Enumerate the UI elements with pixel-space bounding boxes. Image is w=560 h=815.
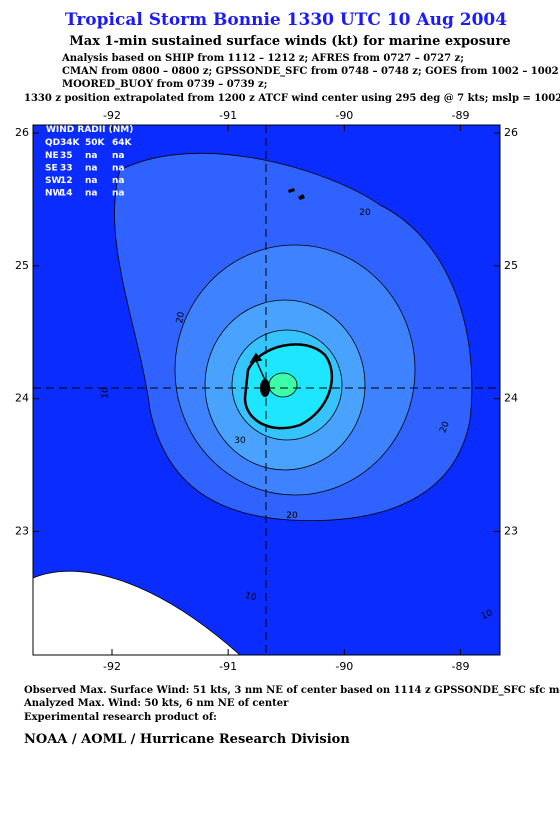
contour-label: 10 bbox=[101, 387, 111, 399]
radii-cell: SE bbox=[45, 164, 58, 174]
x-tick-label: -89 bbox=[452, 660, 470, 673]
radii-cell: 35 bbox=[60, 151, 73, 161]
x-tick-label: -90 bbox=[335, 660, 353, 673]
footer-analyzed: Analyzed Max. Wind: 50 kts, 6 nm NE of c… bbox=[23, 698, 289, 709]
wind-radii-table: WIND RADII (NM) QD 34K 50K 64K NE 35 na na SE 33 na… bbox=[45, 125, 133, 199]
radii-header: 34K bbox=[60, 138, 81, 148]
y-tick-label: 24 bbox=[504, 392, 518, 405]
analysis-line: MOORED_BUOY from 0739 – 0739 z; bbox=[62, 79, 267, 90]
subtitle: Max 1-min sustained surface winds (kt) f… bbox=[69, 34, 510, 49]
contour bbox=[268, 372, 298, 398]
x-tick-label: -91 bbox=[219, 660, 237, 673]
radii-cell: 14 bbox=[60, 189, 73, 199]
obs-marker bbox=[288, 188, 305, 200]
contour-label: 20 bbox=[438, 420, 451, 434]
radii-cell: na bbox=[112, 164, 124, 174]
analysis-line: Analysis based on SHIP from 1112 – 1212 … bbox=[61, 53, 464, 64]
analysis-line: CMAN from 0800 – 0800 z; GPSSONDE_SFC fr… bbox=[62, 66, 560, 77]
title: Tropical Storm Bonnie 1330 UTC 10 Aug 20… bbox=[65, 10, 507, 30]
center bbox=[260, 379, 270, 397]
radii-cell: NW bbox=[45, 189, 63, 199]
radii-cell: na bbox=[112, 189, 124, 199]
land bbox=[33, 570, 241, 655]
radii-header: 64K bbox=[112, 138, 133, 148]
x-tick-label: -92 bbox=[103, 660, 121, 673]
contour-label: 20 bbox=[359, 208, 371, 218]
y-tick-label: 24 bbox=[15, 392, 29, 405]
footer-organization: NOAA / AOML / Hurricane Research Divisio… bbox=[24, 732, 350, 747]
radii-cell: na bbox=[112, 151, 124, 161]
footer-product: Experimental research product of: bbox=[24, 712, 217, 723]
radii-cell: 33 bbox=[60, 164, 73, 174]
radii-header: 50K bbox=[85, 138, 106, 148]
radii-cell: na bbox=[85, 164, 97, 174]
wind-field: 20 20 10 30 20 20 10 10 bbox=[33, 125, 500, 655]
radii-title: WIND RADII (NM) bbox=[46, 125, 133, 135]
y-tick-label: 26 bbox=[504, 126, 518, 139]
x-tick-label: -89 bbox=[452, 109, 470, 122]
contour-label: 10 bbox=[244, 591, 258, 604]
y-tick-label: 23 bbox=[504, 524, 518, 537]
position-note: 1330 z position extrapolated from 1200 z… bbox=[24, 93, 560, 104]
motion-arrow bbox=[249, 352, 266, 381]
radii-cell: 12 bbox=[60, 176, 73, 186]
x-tick-label: -91 bbox=[219, 109, 237, 122]
x-tick-label: -90 bbox=[335, 109, 353, 122]
contour-label: 10 bbox=[480, 608, 495, 622]
radii-cell: na bbox=[112, 176, 124, 186]
y-tick-label: 26 bbox=[15, 126, 29, 139]
y-tick-label: 25 bbox=[504, 259, 518, 272]
contour-label: 20 bbox=[286, 511, 298, 521]
contour-label: 20 bbox=[175, 311, 187, 324]
y-tick-label: 25 bbox=[15, 259, 29, 272]
radii-cell: na bbox=[85, 189, 97, 199]
contour-label: 30 bbox=[234, 436, 246, 446]
y-tick-label: 23 bbox=[15, 524, 29, 537]
map-frame bbox=[32, 124, 501, 656]
radii-cell: na bbox=[85, 151, 97, 161]
x-tick-label: -92 bbox=[103, 109, 121, 122]
radii-header: QD bbox=[45, 138, 60, 148]
footer-observed: Observed Max. Surface Wind: 51 kts, 3 nm… bbox=[24, 685, 560, 696]
radii-cell: na bbox=[85, 176, 97, 186]
radii-cell: NE bbox=[45, 151, 59, 161]
radii-cell: SW bbox=[45, 176, 61, 186]
